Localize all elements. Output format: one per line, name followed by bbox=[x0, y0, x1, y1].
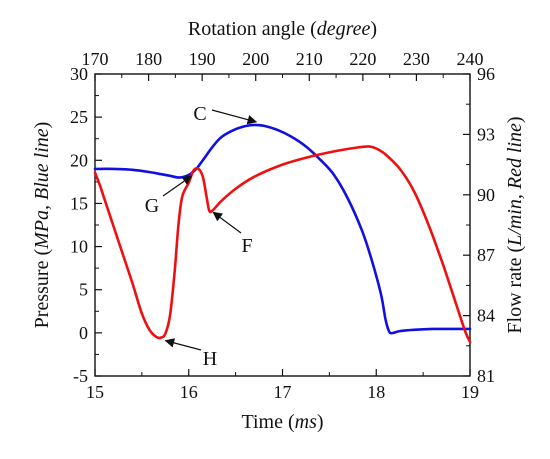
y-left-tick-label: 25 bbox=[70, 107, 88, 127]
y-right-axis-title-suffix: ) bbox=[504, 116, 526, 123]
pressure-line bbox=[93, 123, 472, 335]
y-left-axis-title-suffix: ) bbox=[31, 122, 53, 129]
x-top-axis-title: Rotation angle (degree) bbox=[188, 18, 377, 40]
x-top-tick-label: 240 bbox=[457, 49, 484, 69]
x-top-axis-title-unit: degree bbox=[317, 18, 371, 40]
annotation-label-c: C bbox=[193, 103, 206, 125]
annotation-arrow-h bbox=[164, 338, 202, 351]
y-left-tick-label: 15 bbox=[70, 193, 88, 213]
y-left-tick-label: -5 bbox=[73, 366, 88, 386]
y-left-tick-label: 20 bbox=[70, 150, 88, 170]
annotation-arrow-c bbox=[211, 109, 258, 125]
annotation-arrow-f bbox=[212, 211, 242, 234]
y-right-tick-label: 96 bbox=[477, 64, 495, 84]
y-right-tick-label: 93 bbox=[477, 124, 495, 144]
y-left-tick-label: 0 bbox=[79, 323, 88, 343]
x-axis-title-prefix: Time ( bbox=[241, 411, 295, 433]
x-top-tick-label: 180 bbox=[135, 49, 162, 69]
y-left-tick-label: 5 bbox=[79, 280, 88, 300]
x-bottom-tick-label: 18 bbox=[367, 382, 385, 402]
x-top-axis-title-suffix: ) bbox=[370, 18, 377, 40]
x-top-tick-label: 200 bbox=[242, 49, 269, 69]
x-bottom-tick-label: 15 bbox=[86, 382, 104, 402]
x-top-tick-label: 220 bbox=[349, 49, 376, 69]
annotation-label-h: H bbox=[203, 348, 217, 370]
x-axis-title-suffix: ) bbox=[317, 411, 324, 433]
y-left-axis-title: Pressure (MPa, Blue line) bbox=[31, 122, 53, 329]
y-left-axis-title-unit: MPa, Blue line bbox=[31, 128, 53, 250]
y-left-tick-label: 30 bbox=[70, 64, 88, 84]
x-axis-title: Time (ms) bbox=[241, 411, 323, 433]
flow-rate-line bbox=[93, 145, 472, 344]
x-top-tick-label: 190 bbox=[189, 49, 216, 69]
x-bottom-tick-label: 17 bbox=[274, 382, 292, 402]
annotation-label-g: G bbox=[145, 195, 159, 217]
x-bottom-tick-label: 19 bbox=[461, 382, 479, 402]
y-right-tick-label: 84 bbox=[477, 306, 495, 326]
x-bottom-tick-label: 16 bbox=[180, 382, 198, 402]
y-right-tick-label: 87 bbox=[477, 245, 495, 265]
x-top-tick-label: 230 bbox=[403, 49, 430, 69]
y-right-axis-title: Flow rate (L/min, Red line) bbox=[504, 116, 526, 333]
x-axis-title-unit: ms bbox=[295, 411, 317, 433]
y-right-tick-label: 90 bbox=[477, 185, 495, 205]
x-top-tick-label: 170 bbox=[82, 49, 109, 69]
y-left-axis-title-prefix: Pressure ( bbox=[31, 249, 53, 329]
x-top-tick-label: 210 bbox=[296, 49, 323, 69]
annotation-label-f: F bbox=[241, 235, 252, 257]
y-left-tick-label: 10 bbox=[70, 237, 88, 257]
y-right-axis-title-prefix: Flow rate ( bbox=[504, 246, 526, 334]
x-top-axis-title-prefix: Rotation angle ( bbox=[188, 18, 317, 40]
y-right-tick-label: 81 bbox=[477, 366, 495, 386]
y-right-axis-title-unit: L/min, Red line bbox=[504, 123, 526, 247]
annotation-arrow-g bbox=[162, 175, 193, 197]
